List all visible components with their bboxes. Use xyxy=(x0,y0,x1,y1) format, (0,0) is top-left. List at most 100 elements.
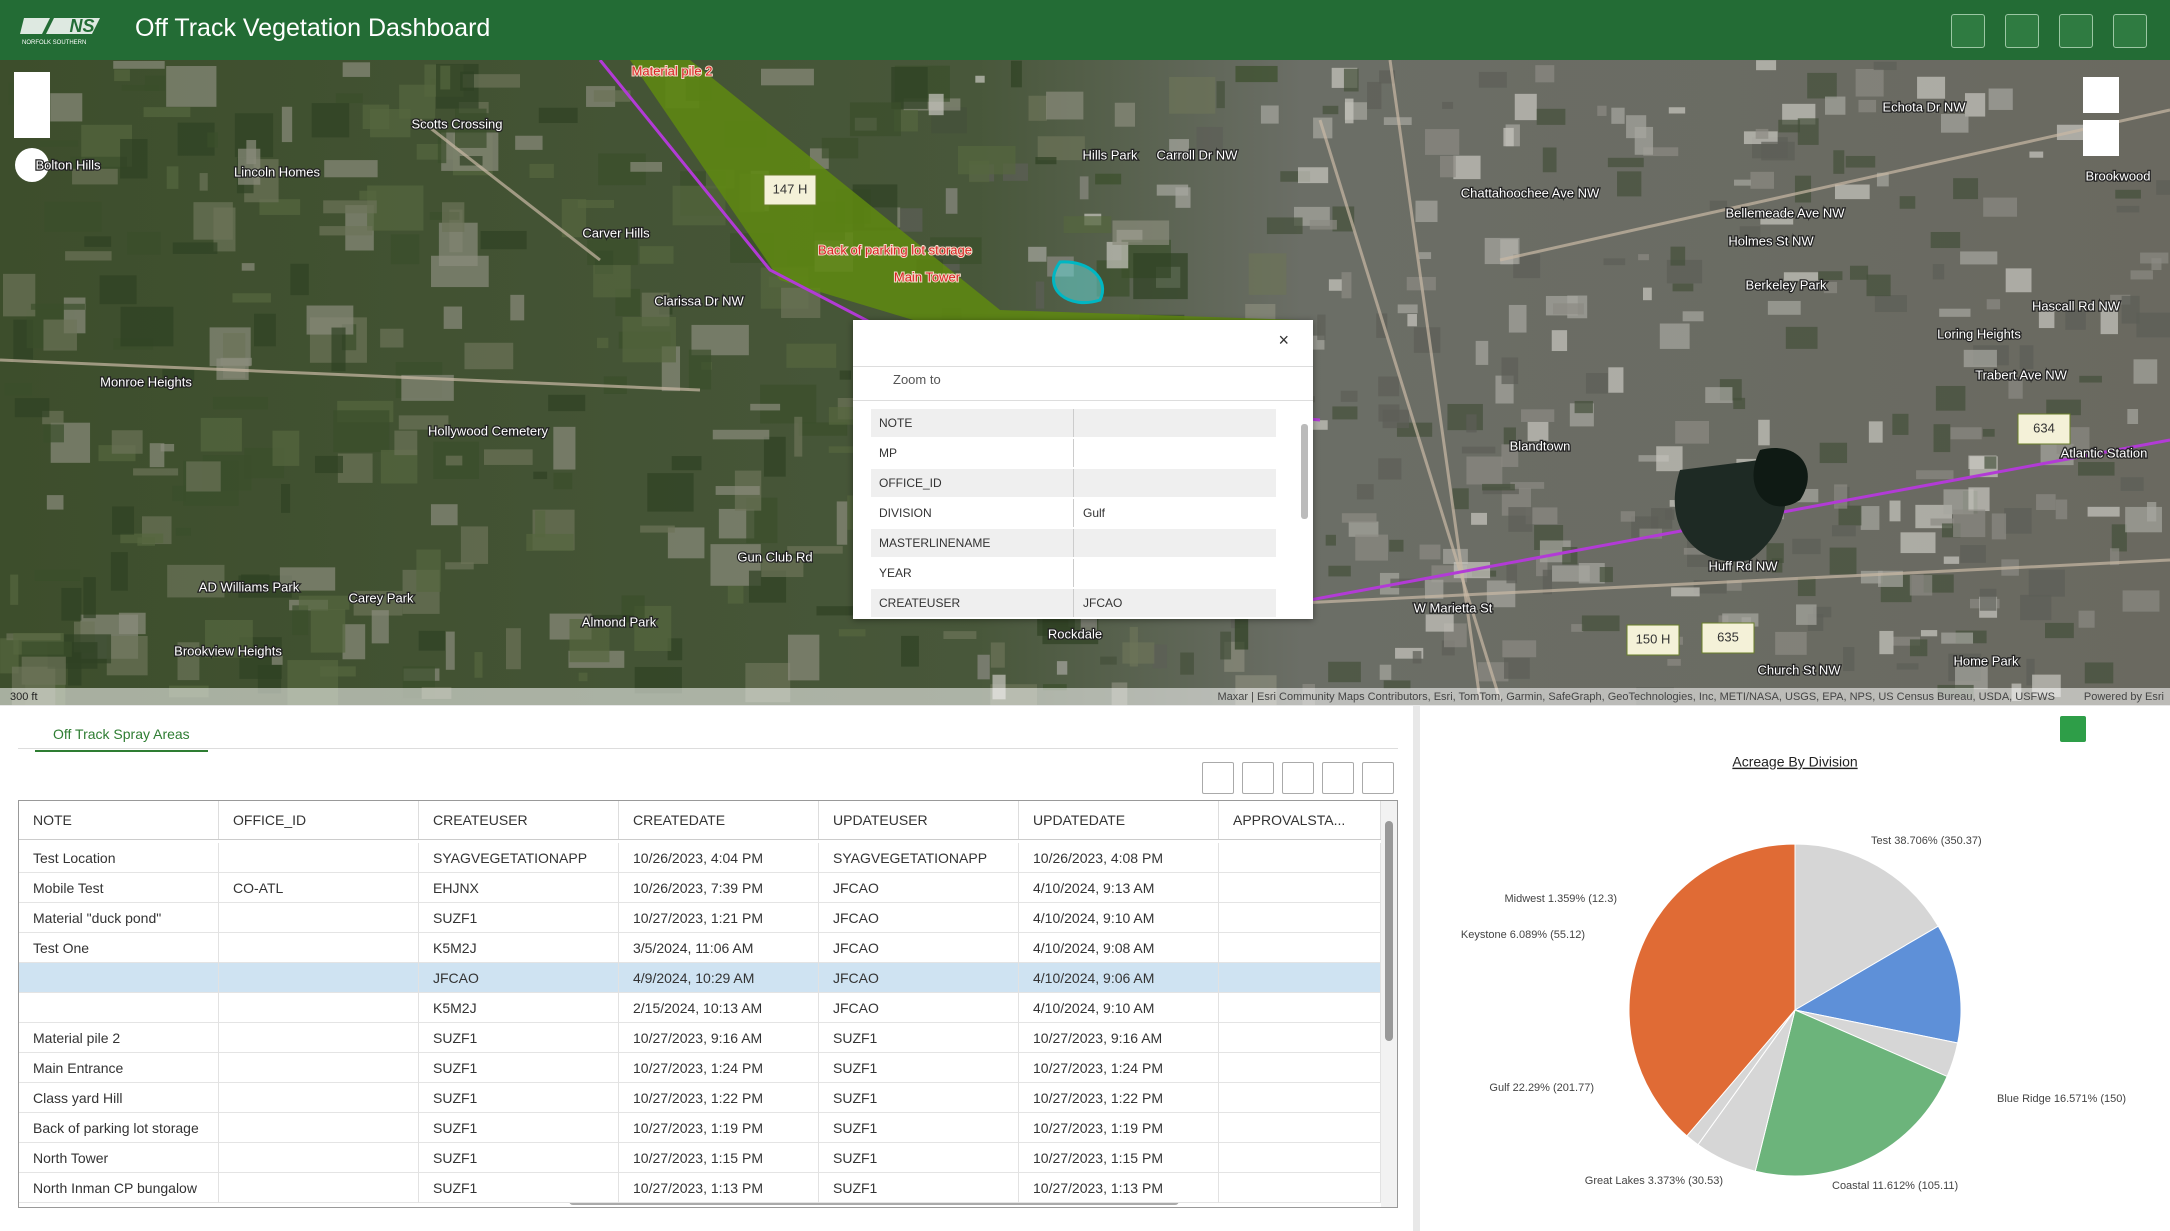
tab[interactable]: Off Track Spray Areas xyxy=(35,718,208,752)
map-texture xyxy=(1620,511,1636,522)
map-texture xyxy=(2008,379,2023,399)
table-row[interactable]: K5M2J 2/15/2024, 10:13 AM JFCAO 4/10/2024, … xyxy=(19,993,1381,1023)
map-texture xyxy=(1466,414,1477,433)
map-texture xyxy=(306,305,354,335)
cell: JFCAO xyxy=(819,873,1019,903)
map-texture xyxy=(1079,176,1089,200)
grid-button[interactable] xyxy=(2113,14,2147,48)
map-texture xyxy=(1114,102,1136,127)
cell: 10/26/2023, 4:08 PM xyxy=(1019,843,1219,873)
cell: 10/26/2023, 7:39 PM xyxy=(619,873,819,903)
map-texture xyxy=(945,188,958,214)
slice-label: Gulf 22.29% (201.77) xyxy=(1489,1082,1594,1094)
table-row[interactable]: Main Entrance SUZF1 10/27/2023, 1:24 PM SUZ… xyxy=(19,1053,1381,1083)
table-row[interactable]: Material pile 2 SUZF1 10/27/2023, 9:16 AM S… xyxy=(19,1023,1381,1053)
column-header: UPDATEDATE xyxy=(1019,801,1219,839)
map-texture xyxy=(172,242,218,254)
table-row[interactable]: Class yard Hill SUZF1 10/27/2023, 1:22 PM S… xyxy=(19,1083,1381,1113)
table-row[interactable]: Test One K5M2J 3/5/2024, 11:06 AM JFCAO 4/10… xyxy=(19,933,1381,963)
map-texture xyxy=(1849,265,1869,280)
map-texture xyxy=(1982,428,1995,437)
table-row[interactable]: Test Location SYAGVEGETATIONAPP 10/26/2023… xyxy=(19,843,1381,873)
cell: 10/26/2023, 4:04 PM xyxy=(619,843,819,873)
map-texture xyxy=(577,199,615,208)
map-texture xyxy=(1482,486,1519,495)
list-button[interactable] xyxy=(2005,14,2039,48)
map-texture xyxy=(538,107,578,124)
map-texture xyxy=(828,407,854,425)
map-texture xyxy=(3,273,36,317)
map-texture xyxy=(1639,528,1662,539)
map-label: Echota Dr NW xyxy=(1882,99,1966,114)
table-row[interactable]: North Inman CP bungalow SUZF1 10/27/2023, … xyxy=(19,1173,1381,1203)
map-texture xyxy=(1873,61,1897,71)
map-texture xyxy=(1169,139,1189,159)
map-texture xyxy=(1309,219,1337,230)
map-texture xyxy=(1682,311,1704,322)
close-button[interactable]: × xyxy=(1278,330,1289,350)
map-texture xyxy=(1941,632,1974,644)
filter-button[interactable] xyxy=(2060,716,2086,742)
map-texture xyxy=(1734,179,1751,186)
road xyxy=(0,358,701,392)
map-texture xyxy=(65,251,112,261)
refresh-button[interactable] xyxy=(1282,762,1314,794)
map-texture xyxy=(1552,565,1590,582)
map-texture xyxy=(2078,462,2115,476)
map-texture xyxy=(1991,513,2007,540)
edit-button[interactable] xyxy=(1951,14,1985,48)
map-texture xyxy=(1896,663,1919,670)
map-texture xyxy=(1037,136,1085,161)
map-texture xyxy=(1984,456,1997,469)
map-texture xyxy=(639,246,674,264)
table-row[interactable]: Material "duck pond" SUZF1 10/27/2023, 1:2… xyxy=(19,903,1381,933)
zoom-to[interactable]: Zoom to xyxy=(893,372,941,387)
cell: Mobile Test xyxy=(19,873,219,903)
cell: 10/27/2023, 1:21 PM xyxy=(619,903,819,933)
search-button[interactable] xyxy=(2083,77,2119,113)
map-texture xyxy=(464,342,514,370)
map-texture xyxy=(455,108,487,148)
cell: 10/27/2023, 9:16 AM xyxy=(1019,1023,1219,1053)
popup: × Zoom to NOTE MP OFFICE_ID DIVISION Gulf MAS… xyxy=(853,320,1313,619)
map-texture xyxy=(166,66,217,107)
map-texture xyxy=(1634,126,1654,155)
map-label: Hollywood Cemetery xyxy=(428,423,548,438)
table-row[interactable]: Mobile Test CO-ATL EHJNX 10/26/2023, 7:39 P… xyxy=(19,873,1381,903)
measure-button[interactable] xyxy=(2083,120,2119,156)
map-label: Holmes St NW xyxy=(1728,233,1814,248)
map-texture xyxy=(290,263,309,296)
header: NS NORFOLK SOUTHERN Off Track Vegetation… xyxy=(0,0,2170,60)
field-name: MP xyxy=(879,446,897,460)
map-label: Brookview Heights xyxy=(174,643,282,658)
cell xyxy=(1219,933,1381,963)
zoom-control[interactable] xyxy=(14,72,50,138)
columns-button[interactable] xyxy=(1322,762,1354,794)
cell: Material "duck pond" xyxy=(19,903,219,933)
map-texture xyxy=(118,612,146,635)
table-row[interactable]: Back of parking lot storage SUZF1 10/27/20… xyxy=(19,1113,1381,1143)
cell: 4/10/2024, 9:10 AM xyxy=(1019,993,1219,1023)
map-texture xyxy=(34,569,81,581)
map-texture xyxy=(2065,309,2086,330)
layers-button[interactable] xyxy=(2059,14,2093,48)
compass[interactable] xyxy=(15,148,49,182)
delete-button[interactable] xyxy=(1242,762,1274,794)
road xyxy=(1499,108,2170,262)
map-texture xyxy=(1638,254,1649,261)
map-texture xyxy=(1407,314,1417,327)
cell: 4/10/2024, 9:13 AM xyxy=(1019,873,1219,903)
map-texture xyxy=(2156,180,2170,195)
map-texture xyxy=(2087,506,2120,517)
map-texture xyxy=(1756,60,1777,71)
table-row[interactable]: JFCAO 4/9/2024, 10:29 AM JFCAO 4/10/2024, 9… xyxy=(19,963,1381,993)
map-texture xyxy=(1028,246,1047,262)
pie-slice xyxy=(1754,1009,1948,1177)
cell xyxy=(1219,1023,1381,1053)
table-row[interactable]: North Tower SUZF1 10/27/2023, 1:15 PM SUZF1… xyxy=(19,1143,1381,1173)
map-texture xyxy=(977,654,990,680)
options-button[interactable] xyxy=(1362,762,1394,794)
select-button[interactable] xyxy=(1202,762,1234,794)
cell: K5M2J xyxy=(419,993,619,1023)
